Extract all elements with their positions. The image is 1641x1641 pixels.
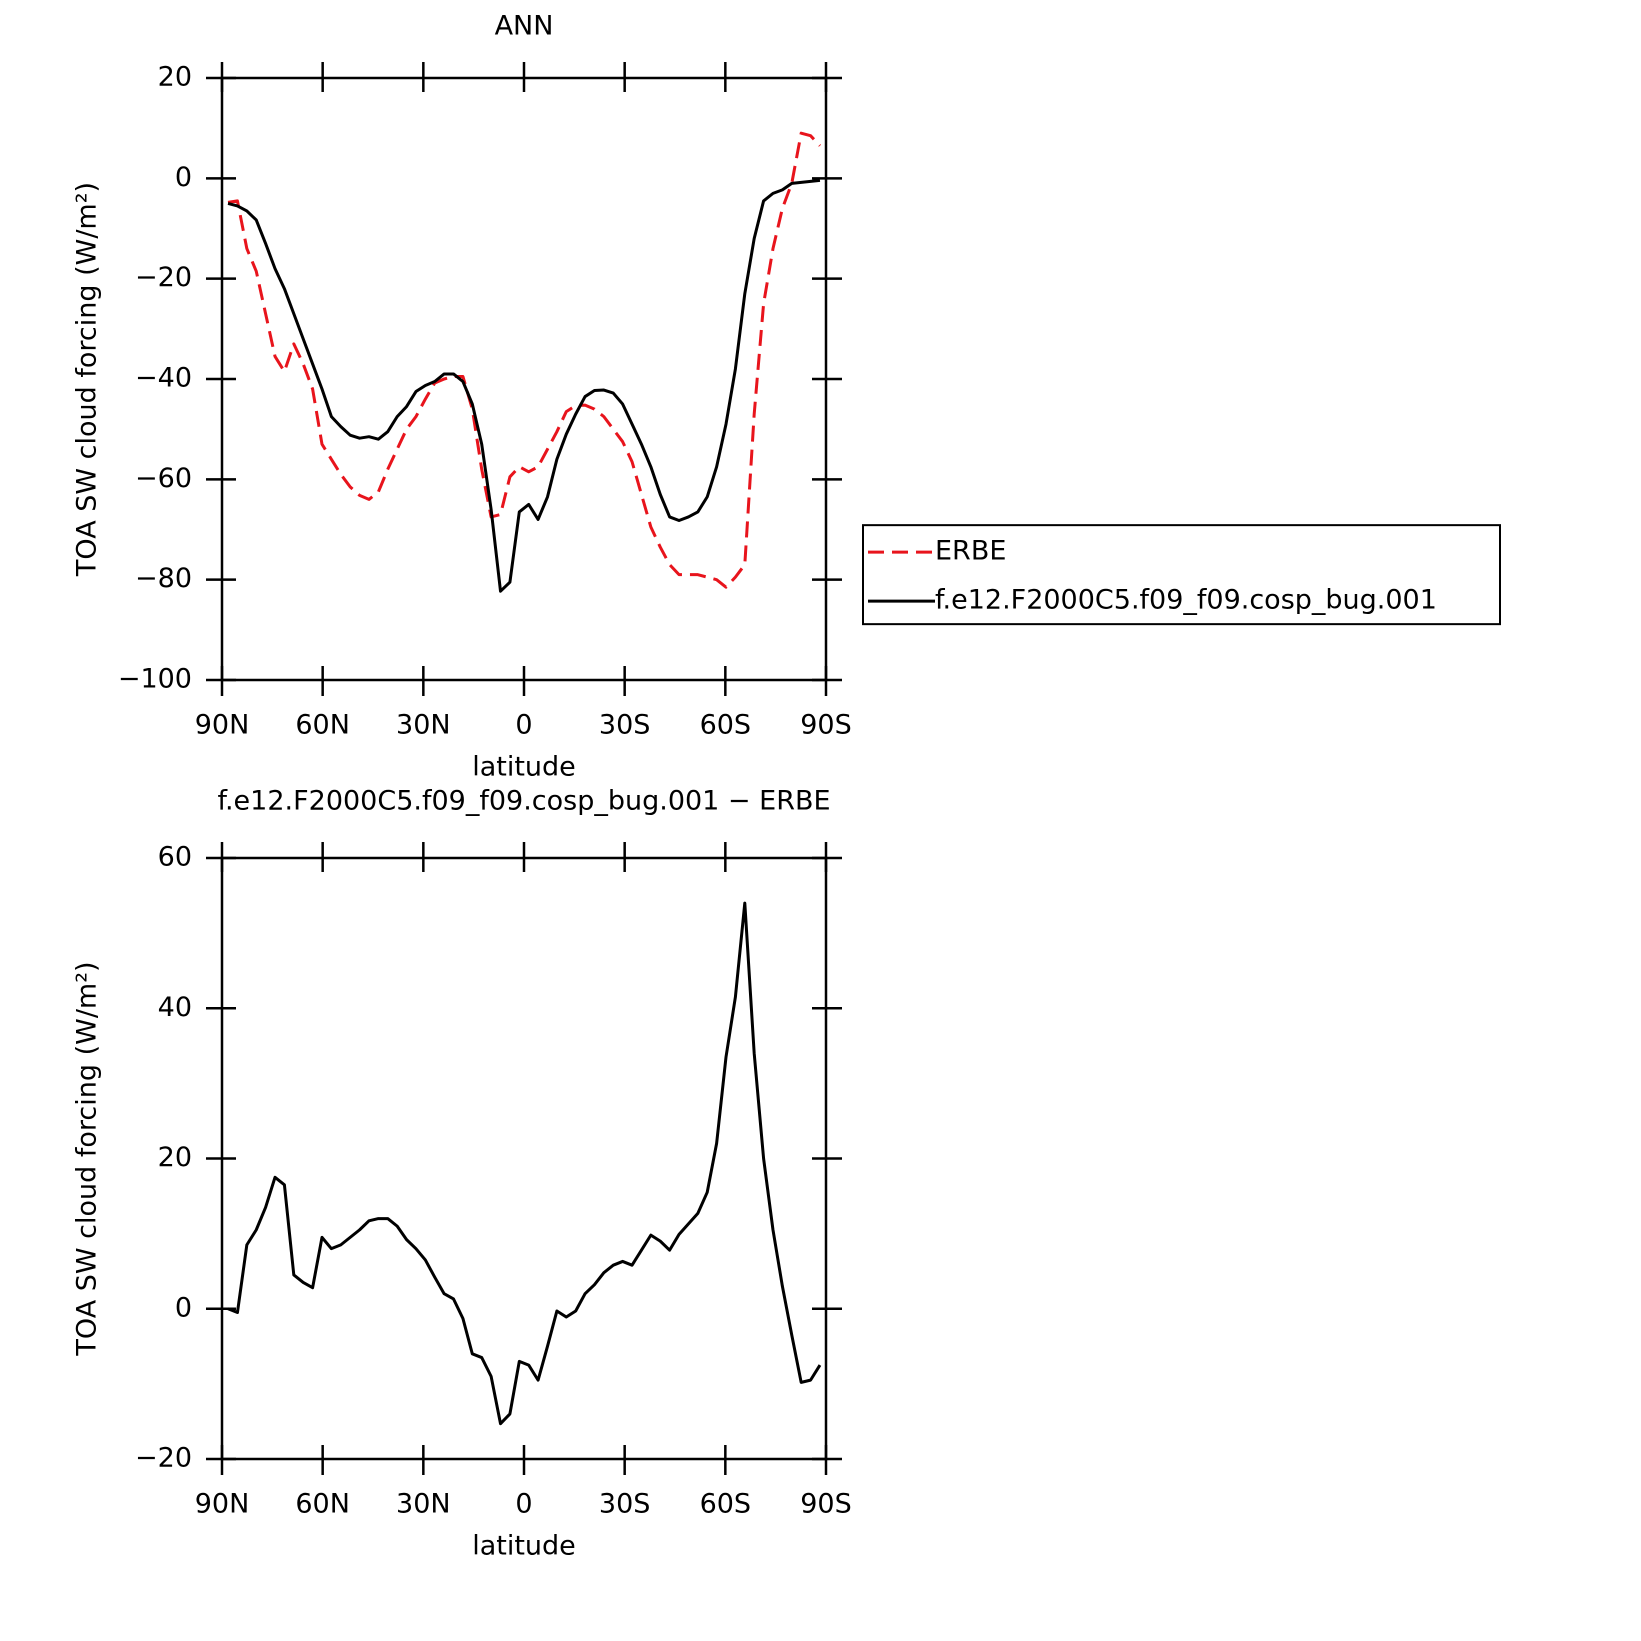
y-tick-label: 0: [175, 162, 192, 193]
y-tick-label: 20: [158, 1142, 192, 1173]
data-line: [227, 901, 822, 1426]
chart-title: ANN: [495, 11, 554, 42]
x-tick-label: 0: [515, 710, 532, 741]
x-tick-label: 30N: [396, 710, 451, 741]
y-tick-label: 20: [158, 62, 192, 93]
legend: ERBE f.e12.F2000C5.f09_f09.cosp_bug.001: [862, 524, 1501, 626]
y-tick-label: 60: [158, 842, 192, 873]
y-tick-label: −40: [135, 363, 192, 394]
data-line: [227, 131, 822, 589]
legend-label: f.e12.F2000C5.f09_f09.cosp_bug.001: [935, 585, 1437, 616]
legend-box: [862, 524, 1501, 626]
x-tick-label: 30N: [396, 1489, 451, 1520]
y-tick-label: −80: [135, 563, 192, 594]
x-tick-label: 30S: [599, 1489, 651, 1520]
x-tick-label: 30S: [599, 710, 651, 741]
x-tick-label: 60N: [295, 1489, 350, 1520]
y-tick-label: −100: [118, 664, 192, 695]
x-tick-label: 60S: [700, 1489, 752, 1520]
x-tick-label: 60S: [700, 710, 752, 741]
x-axis-label: latitude: [472, 1531, 576, 1562]
x-tick-label: 60N: [295, 710, 350, 741]
x-tick-label: 90N: [195, 1489, 250, 1520]
x-tick-label: 0: [515, 1489, 532, 1520]
x-axis-label: latitude: [472, 752, 576, 783]
chart-title: f.e12.F2000C5.f09_f09.cosp_bug.001 − ERB…: [217, 786, 830, 817]
y-axis-label: TOA SW cloud forcing (W/m²): [72, 182, 103, 577]
y-tick-label: 40: [158, 992, 192, 1023]
y-tick-label: −60: [135, 463, 192, 494]
y-tick-label: 0: [175, 1292, 192, 1323]
x-tick-label: 90N: [195, 710, 250, 741]
plot-frame: [220, 76, 828, 682]
plot-frame: [220, 856, 828, 1461]
x-tick-label: 90S: [800, 1489, 852, 1520]
data-line: [227, 178, 821, 593]
y-tick-label: −20: [135, 262, 192, 293]
y-tick-label: −20: [135, 1443, 192, 1474]
x-tick-label: 90S: [800, 710, 852, 741]
legend-label: ERBE: [935, 536, 1006, 567]
y-axis-label: TOA SW cloud forcing (W/m²): [72, 961, 103, 1356]
